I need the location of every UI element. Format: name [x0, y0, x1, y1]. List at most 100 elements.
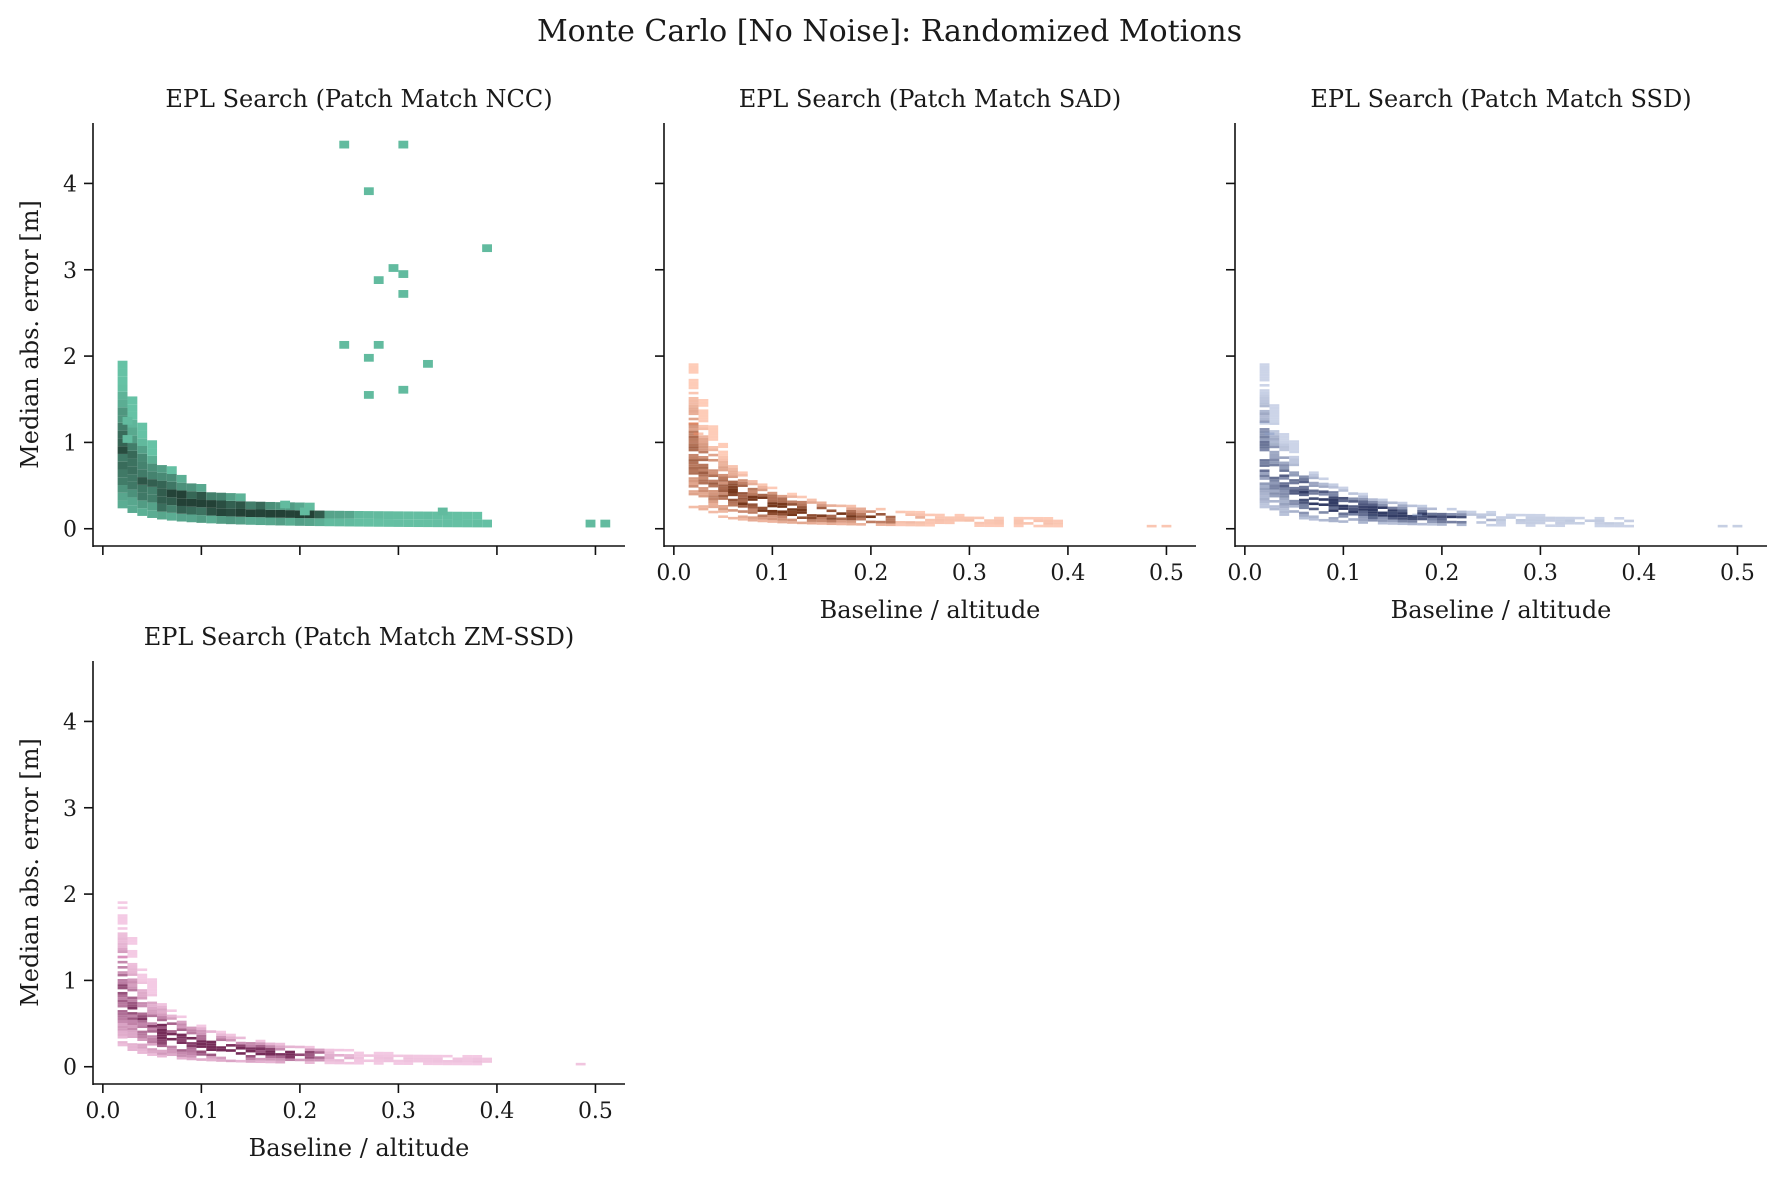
heatmap-cell — [1259, 505, 1270, 509]
heatmap-cell — [255, 1039, 266, 1043]
heatmap-cell — [157, 1026, 167, 1029]
heatmap-cell — [354, 1061, 364, 1065]
heatmap-cell — [127, 497, 138, 506]
heatmap-cell — [1318, 477, 1329, 481]
heatmap-cell — [1466, 513, 1477, 516]
heatmap-cell — [186, 1055, 197, 1058]
heatmap-cell — [117, 469, 128, 478]
heatmap-cell — [1259, 433, 1270, 436]
heatmap-cell — [806, 501, 817, 504]
heatmap-cell — [718, 455, 729, 459]
heatmap-cell — [708, 453, 719, 457]
heatmap-cell — [698, 481, 709, 485]
heatmap-cell — [728, 485, 738, 489]
heatmap-cell — [1259, 474, 1270, 478]
heatmap-cell — [157, 488, 167, 497]
heatmap-cell — [127, 965, 138, 969]
heatmap-cell — [334, 1059, 345, 1062]
heatmap-cell — [865, 510, 876, 513]
heatmap-cell — [718, 492, 729, 495]
heatmap-cell — [127, 981, 138, 984]
heatmap-cell — [856, 517, 866, 521]
heatmap-cell — [1407, 522, 1418, 526]
heatmap-cell — [1368, 503, 1378, 507]
heatmap-cell — [915, 510, 926, 514]
heatmap-cell — [176, 1025, 187, 1029]
heatmap-cell — [984, 521, 995, 525]
heatmap-cell — [157, 1005, 167, 1009]
heatmap-cell — [757, 517, 768, 520]
heatmap-cell — [1397, 514, 1408, 518]
heatmap-cell — [147, 983, 158, 987]
heatmap-cell — [1417, 517, 1428, 521]
heatmap-cell — [806, 514, 817, 517]
heatmap-cell — [1299, 480, 1309, 484]
y-axis-label: Median abs. error [m] — [16, 200, 44, 469]
heatmap-cell — [472, 519, 483, 528]
heatmap-cell — [1299, 488, 1309, 491]
heatmap-cell — [1717, 524, 1728, 528]
heatmap-cell — [1269, 411, 1280, 415]
heatmap-cell — [1545, 524, 1556, 527]
heatmap-cell — [304, 1048, 315, 1052]
heatmap-cell — [767, 520, 778, 523]
heatmap-cell — [1259, 495, 1270, 498]
heatmap-cell — [728, 493, 738, 497]
heatmap-cell — [688, 428, 699, 431]
heatmap-cell — [1279, 508, 1290, 511]
heatmap-cell — [176, 1023, 187, 1026]
heatmap-cell — [1299, 503, 1309, 507]
heatmap-cell — [127, 968, 138, 971]
heatmap-cell — [117, 446, 128, 454]
heatmap-cell — [767, 502, 778, 505]
heatmap-cell — [285, 1058, 295, 1062]
heatmap-cell — [176, 1036, 187, 1039]
heatmap-cell — [688, 404, 699, 408]
heatmap-cell — [777, 500, 788, 503]
heatmap-cell — [117, 922, 128, 925]
heatmap-cell — [1318, 498, 1329, 501]
heatmap-cell — [235, 501, 246, 509]
heatmap-cell — [1555, 519, 1566, 522]
heatmap-cell — [147, 978, 158, 981]
heatmap-cell — [1328, 517, 1339, 520]
heatmap-cell — [1259, 409, 1270, 413]
heatmap-cell — [206, 1058, 217, 1062]
heatmap-cell — [117, 934, 128, 938]
heatmap-cell — [462, 519, 473, 528]
heatmap-cell — [442, 1054, 453, 1058]
heatmap-cell — [186, 1052, 197, 1056]
heatmap-cell — [137, 996, 148, 1000]
heatmap-cell — [1328, 509, 1339, 512]
heatmap-cell — [698, 471, 709, 475]
heatmap-cell — [157, 465, 167, 473]
heatmap-cell — [944, 516, 955, 519]
heatmap-cell — [388, 264, 399, 272]
heatmap-cell — [1269, 481, 1280, 485]
x-tick-label: 0.0 — [1227, 561, 1262, 586]
heatmap-cell — [1594, 522, 1605, 525]
heatmap-cell — [275, 502, 286, 510]
heatmap-cell — [1338, 489, 1349, 492]
heatmap-cell — [1318, 482, 1329, 486]
x-tick-label: 0.4 — [1621, 561, 1656, 586]
heatmap-cell — [176, 1038, 187, 1042]
heatmap-cell — [324, 1048, 335, 1052]
heatmap-cell — [1299, 498, 1309, 502]
heatmap-cell — [117, 1017, 128, 1021]
heatmap-cell — [718, 468, 729, 472]
heatmap-cell — [747, 511, 758, 514]
heatmap-cell — [452, 1060, 463, 1063]
heatmap-cell — [1417, 507, 1428, 510]
heatmap-cell — [206, 515, 217, 524]
heatmap-cell — [1555, 521, 1566, 525]
heatmap-cell — [767, 504, 778, 508]
heatmap-cell — [1259, 422, 1270, 425]
heatmap-cell — [1525, 521, 1536, 525]
heatmap-cell — [196, 507, 207, 516]
heatmap-cell — [216, 516, 226, 524]
heatmap-cell — [885, 518, 896, 521]
heatmap-cell — [688, 386, 699, 390]
heatmap-cell — [373, 1062, 384, 1065]
